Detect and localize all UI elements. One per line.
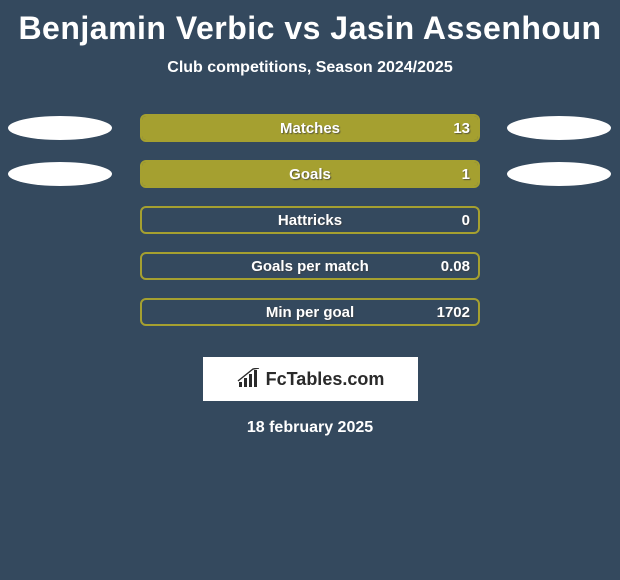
stat-bar: Matches 13 — [140, 114, 480, 142]
stat-bar: Goals 1 — [140, 160, 480, 188]
stat-right-value: 1702 — [437, 300, 470, 324]
brand-logo-text: FcTables.com — [266, 369, 385, 390]
stat-label: Hattricks — [278, 208, 342, 232]
fctables-chart-icon — [236, 368, 262, 390]
stat-bar: Goals per match 0.08 — [140, 252, 480, 280]
page-title: Benjamin Verbic vs Jasin Assenhoun — [0, 0, 620, 47]
stat-bar: Hattricks 0 — [140, 206, 480, 234]
stat-row-goals-per-match: Goals per match 0.08 — [0, 243, 620, 289]
stat-right-value: 13 — [453, 116, 470, 140]
bar-fill-right — [310, 162, 478, 186]
footer-date: 18 february 2025 — [0, 419, 620, 437]
stat-row-matches: Matches 13 — [0, 105, 620, 151]
stat-right-value: 0.08 — [441, 254, 470, 278]
right-value-ellipse — [507, 162, 611, 186]
stat-label: Goals per match — [251, 254, 369, 278]
stat-label: Matches — [280, 116, 340, 140]
left-value-ellipse — [8, 116, 112, 140]
brand-logo: FcTables.com — [203, 357, 418, 401]
stat-label: Goals — [289, 162, 331, 186]
stat-label: Min per goal — [266, 300, 354, 324]
bar-fill-left — [142, 162, 310, 186]
stat-right-value: 0 — [462, 208, 470, 232]
stat-right-value: 1 — [462, 162, 470, 186]
stat-row-hattricks: Hattricks 0 — [0, 197, 620, 243]
stats-rows: Matches 13 Goals 1 Hattricks — [0, 105, 620, 335]
right-value-ellipse — [507, 116, 611, 140]
stat-bar: Min per goal 1702 — [140, 298, 480, 326]
subtitle: Club competitions, Season 2024/2025 — [0, 59, 620, 77]
left-value-ellipse — [8, 162, 112, 186]
stat-row-goals: Goals 1 — [0, 151, 620, 197]
comparison-infographic: Benjamin Verbic vs Jasin Assenhoun Club … — [0, 0, 620, 580]
stat-row-min-per-goal: Min per goal 1702 — [0, 289, 620, 335]
